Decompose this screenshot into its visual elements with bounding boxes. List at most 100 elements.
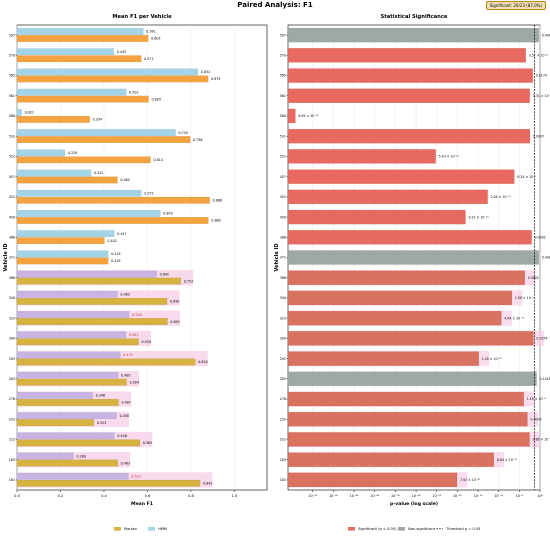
pvalue-label: 6.84 × 10⁻¹² bbox=[497, 458, 518, 462]
hmm-bar bbox=[16, 432, 115, 440]
markov-value-label: 0.463 bbox=[121, 461, 130, 465]
right-xtick-label: 10⁻³⁰ bbox=[412, 494, 421, 498]
right-ylabel: Vehicle ID bbox=[274, 243, 280, 271]
right-ytick-label: 452 bbox=[280, 195, 286, 199]
pvalue-label: 0.4985 bbox=[542, 256, 550, 260]
pvalue-bar bbox=[287, 68, 533, 83]
legend-nonsignificant-label: Non-significant bbox=[408, 527, 436, 531]
right-xtick-label: 10⁻²⁵ bbox=[432, 494, 441, 498]
hmm-bar bbox=[16, 169, 92, 177]
hmm-bar bbox=[16, 371, 119, 379]
right-ytick-label: 292 bbox=[280, 357, 286, 361]
hmm-bar bbox=[16, 149, 65, 157]
right-ytick-label: 450 bbox=[280, 215, 286, 219]
left-ytick-label: 185 bbox=[9, 458, 15, 462]
markov-bar bbox=[16, 419, 94, 426]
pvalue-label: 5.43 × 10⁻²⁶ bbox=[439, 155, 460, 159]
markov-bar bbox=[16, 75, 209, 83]
left-xtick-label: 0.2 bbox=[58, 494, 64, 498]
markov-bar bbox=[16, 55, 142, 63]
hmm-bar bbox=[16, 88, 127, 96]
hmm-value-label: 0.502 bbox=[129, 90, 138, 94]
left-ytick-label: 570 bbox=[9, 54, 15, 58]
right-xtick-label: 10⁻¹⁵ bbox=[474, 494, 483, 498]
left-ytick-label: 366 bbox=[9, 276, 15, 280]
pvalue-label: 0.1441 bbox=[540, 377, 550, 381]
right-ytick-label: 457 bbox=[280, 175, 286, 179]
markov-bar bbox=[16, 196, 210, 204]
right-ytick-label: 309 bbox=[280, 337, 286, 341]
right-xtick-label: 10⁰ bbox=[537, 494, 543, 498]
hmm-bar bbox=[16, 68, 198, 76]
legend-markov-label: Markov bbox=[124, 527, 138, 531]
right-ytick-label: 276 bbox=[280, 397, 286, 401]
markov-bar bbox=[16, 318, 168, 325]
left-ytick-label: 323 bbox=[9, 316, 15, 320]
left-ytick-label: 457 bbox=[9, 175, 15, 179]
markov-bar bbox=[16, 439, 140, 447]
markov-bar bbox=[16, 277, 181, 285]
pvalue-label: 3.31 × 10⁻³ bbox=[533, 94, 550, 98]
pvalue-label: 2.86 × 10⁻³ bbox=[532, 438, 550, 442]
hmm-value-label: 0.512 bbox=[131, 474, 140, 478]
hmm-value-label: 0.447 bbox=[117, 232, 126, 236]
pvalue-label: 4.44 × 10⁻¹⁰ bbox=[504, 316, 525, 320]
hmm-bar bbox=[16, 472, 129, 480]
hmm-value-label: 0.458 bbox=[120, 414, 129, 418]
markov-bar bbox=[16, 116, 90, 123]
hmm-value-label: 0.729 bbox=[178, 131, 187, 135]
markov-value-label: 0.886 bbox=[213, 198, 222, 202]
markov-bar bbox=[16, 136, 191, 143]
pvalue-label: 1.15 × 10⁻⁴ bbox=[527, 397, 547, 401]
hmm-bar bbox=[16, 291, 118, 298]
markov-value-label: 0.565 bbox=[143, 441, 152, 445]
suptitle: Paired Analysis: F1 bbox=[237, 1, 313, 9]
markov-bar bbox=[16, 95, 149, 103]
pvalue-bar bbox=[287, 391, 524, 407]
hmm-value-label: 0.260 bbox=[77, 454, 86, 458]
hmm-value-label: 0.581 bbox=[146, 30, 155, 34]
markov-value-label: 0.692 bbox=[170, 320, 179, 324]
legend-markov-swatch bbox=[114, 527, 121, 531]
left-ytick-label: 450 bbox=[9, 215, 15, 219]
right-ytick-label: 340 bbox=[280, 296, 286, 300]
markov-value-label: 0.879 bbox=[211, 77, 220, 81]
markov-bar bbox=[16, 257, 109, 265]
hmm-value-label: 0.348 bbox=[96, 394, 105, 398]
pvalue-label: 0.0002 bbox=[528, 276, 539, 280]
markov-value-label: 0.402 bbox=[107, 239, 116, 243]
right-xtick-label: 10⁻¹⁰ bbox=[494, 494, 503, 498]
right-xtick-label: 10⁻²⁰ bbox=[453, 494, 462, 498]
hmm-value-label: 0.419 bbox=[111, 252, 120, 256]
right-xtick-label: 10⁻⁴⁰ bbox=[370, 494, 379, 498]
pvalue-label: 1.45 × 10⁻¹⁵ bbox=[482, 357, 503, 361]
legend-hmm-label: HMM bbox=[158, 527, 167, 531]
pvalue-bar bbox=[287, 129, 531, 144]
markov-value-label: 0.690 bbox=[170, 300, 179, 304]
pvalue-label: 6.24 × 10⁻⁷ bbox=[517, 175, 537, 179]
markov-value-label: 0.571 bbox=[144, 57, 153, 61]
hmm-value-label: 0.465 bbox=[121, 373, 130, 377]
right-ytick-label: 371 bbox=[280, 256, 286, 260]
left-chart-title: Mean F1 per Vehicle bbox=[112, 14, 172, 20]
left-ytick-label: 309 bbox=[9, 337, 15, 341]
pvalue-label: 0.0174 bbox=[536, 74, 547, 78]
hmm-bar bbox=[16, 210, 161, 217]
hmm-bar bbox=[16, 48, 114, 56]
left-ytick-label: 452 bbox=[9, 195, 15, 199]
markov-bar bbox=[16, 156, 151, 164]
pvalue-bar bbox=[287, 250, 539, 265]
markov-bar bbox=[16, 35, 149, 42]
right-ytick-label: 366 bbox=[280, 276, 286, 280]
right-ytick-label: 531 bbox=[280, 134, 286, 138]
pvalue-bar bbox=[287, 108, 296, 124]
pvalue-label: 0.0092 bbox=[535, 235, 546, 239]
markov-value-label: 0.334 bbox=[93, 118, 102, 122]
markov-bar bbox=[16, 237, 105, 244]
legend-significant-swatch bbox=[348, 527, 355, 531]
left-ytick-label: 386 bbox=[9, 235, 15, 239]
pvalue-bar bbox=[287, 149, 436, 164]
pvalue-label: 2.04 × 10⁻¹³ bbox=[491, 195, 512, 199]
hmm-value-label: 0.572 bbox=[144, 191, 153, 195]
right-ytick-label: 386 bbox=[280, 235, 286, 239]
